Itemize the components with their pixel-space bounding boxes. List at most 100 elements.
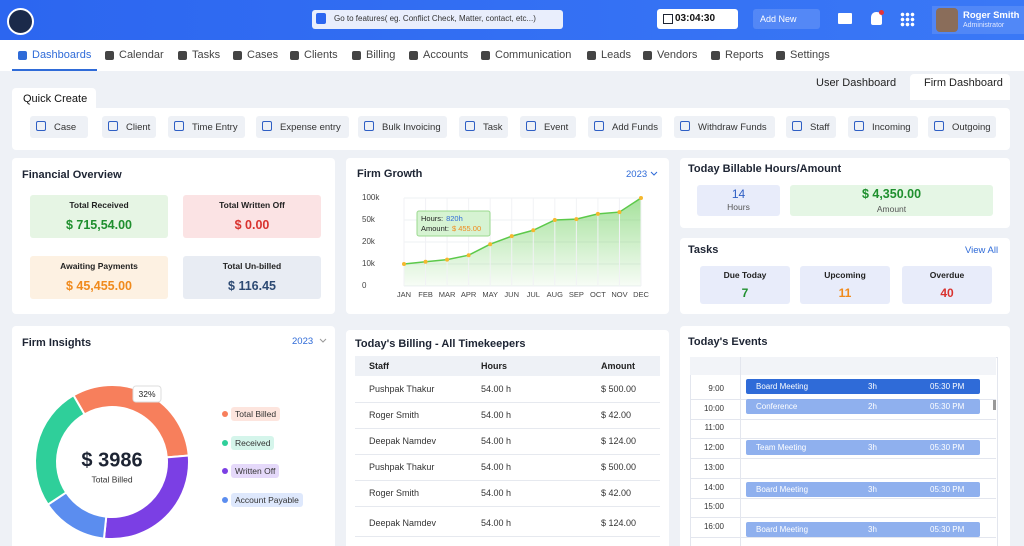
- timer-box[interactable]: [657, 9, 738, 29]
- mail-icon[interactable]: [838, 13, 852, 24]
- scrollbar[interactable]: [993, 400, 996, 410]
- quick-create-button[interactable]: [256, 116, 349, 138]
- task-label: Due Today: [723, 270, 767, 280]
- quick-create-icon: [854, 121, 864, 131]
- task-count: 11: [838, 286, 852, 300]
- quick-create-label[interactable]: Expense entry: [280, 122, 341, 133]
- quick-create-icon: [262, 121, 272, 131]
- nav-icon: [233, 51, 242, 60]
- quick-create-label[interactable]: Withdraw Funds: [698, 122, 767, 133]
- quick-create-label[interactable]: Time Entry: [192, 122, 238, 133]
- nav-bar: [0, 40, 1024, 71]
- table-header-cell: Amount: [601, 361, 635, 371]
- table-row-line: [355, 506, 660, 507]
- nav-item[interactable]: Cases: [247, 49, 279, 61]
- quick-create-icon: [792, 121, 802, 131]
- nav-item[interactable]: Vendors: [657, 49, 698, 61]
- time-label: 15:00: [703, 502, 724, 512]
- nav-item[interactable]: Calendar: [119, 49, 164, 61]
- time-line: [690, 438, 996, 440]
- nav-item[interactable]: Clients: [304, 49, 338, 61]
- task-box[interactable]: [700, 266, 790, 304]
- table-cell: Deepak Namdev: [369, 518, 437, 528]
- table-cell: Pushpak Thakur: [369, 384, 435, 394]
- table-row-line: [355, 454, 660, 455]
- tab[interactable]: Firm Dashboard: [924, 77, 1003, 89]
- firm-insights-card: [12, 326, 335, 546]
- table-cell: 54.00 h: [481, 436, 512, 446]
- quick-create-button[interactable]: [358, 116, 447, 138]
- legend-label[interactable]: Account Payable: [231, 493, 303, 507]
- quick-create-button[interactable]: [928, 116, 996, 138]
- table-row-line: [355, 402, 660, 403]
- finance-box: [183, 195, 321, 238]
- bell-icon[interactable]: [871, 12, 882, 25]
- card-title: Today Billable Hours/Amount: [688, 163, 842, 175]
- search-box[interactable]: [312, 10, 563, 29]
- nav-item[interactable]: Dashboards: [32, 49, 92, 61]
- quick-create-label[interactable]: Add Funds: [612, 122, 658, 133]
- table-cell: $ 500.00: [601, 384, 637, 394]
- event-bar[interactable]: [746, 522, 980, 537]
- finance-value: $ 45,455.00: [65, 279, 133, 293]
- quick-create-label[interactable]: Event: [544, 122, 569, 133]
- legend-label[interactable]: Total Billed: [231, 407, 281, 421]
- quick-create-label[interactable]: Outgoing: [952, 122, 991, 133]
- tab[interactable]: User Dashboard: [816, 77, 897, 89]
- amount-label: Amount: [876, 204, 907, 214]
- quick-create-button[interactable]: [588, 116, 662, 138]
- event-bar[interactable]: [746, 379, 980, 394]
- time-label: 11:00: [704, 423, 724, 433]
- quick-create-button[interactable]: [674, 116, 775, 138]
- event-bar[interactable]: [746, 482, 980, 497]
- event-duration: 3h: [868, 525, 877, 534]
- year-filter[interactable]: 2023: [626, 169, 648, 180]
- apps-icon[interactable]: [900, 12, 915, 27]
- table-row-line: [355, 480, 660, 481]
- nav-item[interactable]: Leads: [601, 49, 631, 61]
- task-label: Overdue: [929, 270, 965, 280]
- nav-icon: [18, 51, 27, 60]
- avatar: [936, 8, 958, 32]
- active-tab[interactable]: [910, 74, 1010, 100]
- quick-create-icon: [108, 121, 118, 131]
- nav-item[interactable]: Settings: [790, 49, 830, 61]
- quick-create-label[interactable]: Staff: [810, 122, 830, 133]
- event-name: Team Meeting: [756, 443, 807, 452]
- legend-label[interactable]: Written Off: [231, 464, 280, 478]
- event-bar[interactable]: [746, 399, 980, 414]
- legend-label[interactable]: Received: [231, 436, 275, 450]
- quick-create-label[interactable]: Client: [126, 122, 151, 133]
- quick-create-icon: [36, 121, 46, 131]
- task-box[interactable]: [902, 266, 992, 304]
- nav-item[interactable]: Billing: [366, 49, 396, 61]
- add-new-button[interactable]: [753, 9, 820, 29]
- events-divider: [740, 357, 741, 546]
- nav-item[interactable]: Reports: [725, 49, 764, 61]
- table-header-cell: Hours: [481, 361, 508, 371]
- logo[interactable]: [7, 8, 34, 35]
- quick-create-label[interactable]: Case: [54, 122, 77, 133]
- time-line: [690, 536, 996, 538]
- table-cell: Pushpak Thakur: [369, 462, 435, 472]
- nav-item[interactable]: Communication: [495, 49, 572, 61]
- quick-create-label[interactable]: Bulk Invoicing: [382, 122, 441, 133]
- quick-create-label[interactable]: Incoming: [872, 122, 911, 133]
- quick-create-label[interactable]: Task: [483, 122, 503, 133]
- event-duration: 3h: [868, 382, 877, 391]
- nav-item[interactable]: Accounts: [423, 49, 469, 61]
- finance-label: Total Un-billed: [222, 261, 282, 271]
- year-filter[interactable]: 2023: [292, 336, 314, 347]
- time-label: 12:00: [703, 443, 724, 453]
- table-cell: Roger Smith: [369, 488, 420, 498]
- quick-create-button[interactable]: [848, 116, 918, 138]
- nav-item[interactable]: Tasks: [192, 49, 221, 61]
- table-cell: $ 42.00: [601, 488, 632, 498]
- task-box[interactable]: [800, 266, 890, 304]
- quick-create-icon: [465, 121, 475, 131]
- event-bar[interactable]: [746, 440, 980, 455]
- table-cell: $ 124.00: [601, 436, 637, 446]
- view-all-link[interactable]: View All: [965, 245, 999, 256]
- quick-create-button[interactable]: [168, 116, 245, 138]
